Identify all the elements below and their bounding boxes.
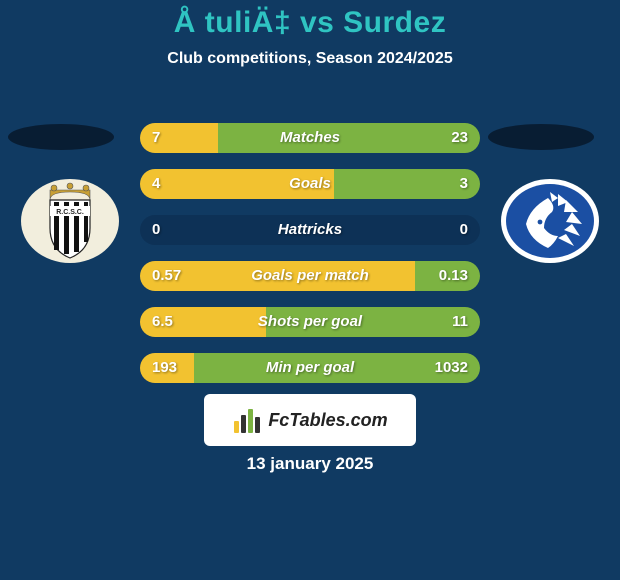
comparison-infographic: Å tuliÄ‡ vs Surdez Club competitions, Se… xyxy=(0,0,620,580)
player-shadow-right xyxy=(488,124,594,150)
stat-label: Goals per match xyxy=(140,261,480,291)
stat-row: 43Goals xyxy=(140,169,480,199)
stat-row: 6.511Shots per goal xyxy=(140,307,480,337)
player-shadow-left xyxy=(8,124,114,150)
stat-row: 723Matches xyxy=(140,123,480,153)
club-badge-right xyxy=(500,178,600,264)
brand-text: FcTables.com xyxy=(268,410,387,431)
stat-row: 00Hattricks xyxy=(140,215,480,245)
stat-label: Min per goal xyxy=(140,353,480,383)
brand-bars-icon xyxy=(232,407,262,433)
club-badge-right-svg xyxy=(500,178,600,264)
club-badge-left: R.C.S.C. xyxy=(20,178,120,264)
stat-label: Shots per goal xyxy=(140,307,480,337)
date-line: 13 january 2025 xyxy=(0,454,620,474)
stat-row: 1931032Min per goal xyxy=(140,353,480,383)
stat-row: 0.570.13Goals per match xyxy=(140,261,480,291)
page-title: Å tuliÄ‡ vs Surdez xyxy=(0,0,620,40)
club-badge-left-svg: R.C.S.C. xyxy=(20,178,120,264)
svg-text:R.C.S.C.: R.C.S.C. xyxy=(56,209,84,216)
stat-label: Matches xyxy=(140,123,480,153)
brand-box: FcTables.com xyxy=(204,394,416,446)
stat-label: Goals xyxy=(140,169,480,199)
stats-table: 723Matches 43Goals 00Hattricks 0.570.13Goal… xyxy=(140,123,480,399)
page-subtitle: Club competitions, Season 2024/2025 xyxy=(0,50,620,68)
stat-label: Hattricks xyxy=(140,215,480,245)
